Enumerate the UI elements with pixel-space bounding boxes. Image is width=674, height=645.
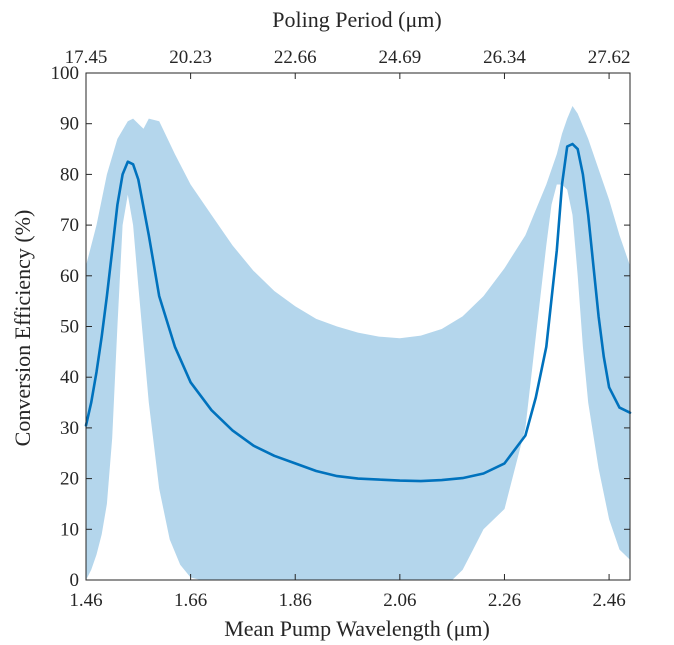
efficiency-range-band: [86, 106, 630, 580]
top-x-tick-label: 24.69: [378, 47, 421, 68]
x-tick-label: 2.26: [488, 590, 521, 611]
x-tick-label: 2.06: [383, 590, 416, 611]
mean-efficiency-line: [84, 142, 632, 483]
axis-tick-labels: 1.46 1.66 1.86 2.06 2.26 2.46 17.45 20.23 22.66 2…: [51, 47, 631, 611]
plot-area: [84, 106, 632, 580]
y-axis-label: Conversion Efficiency (%): [10, 210, 35, 447]
y-tick-label: 40: [60, 367, 79, 388]
y-tick-label: 20: [60, 469, 79, 490]
y-tick-label: 60: [60, 266, 79, 287]
y-tick-label: 0: [70, 570, 80, 591]
x-tick-label: 1.86: [279, 590, 312, 611]
y-tick-label: 70: [60, 215, 79, 236]
top-x-tick-label: 26.34: [483, 47, 526, 68]
y-tick-label: 30: [60, 418, 79, 439]
top-x-axis-label: Poling Period (μm): [272, 7, 441, 32]
top-x-tick-label: 27.62: [588, 47, 631, 68]
x-axis-label: Mean Pump Wavelength (μm): [224, 616, 490, 641]
y-tick-label: 80: [60, 164, 79, 185]
y-tick-label: 10: [60, 519, 79, 540]
top-x-tick-label: 20.23: [169, 47, 212, 68]
x-tick-label: 1.46: [69, 590, 102, 611]
top-x-tick-label: 22.66: [274, 47, 317, 68]
y-tick-label: 50: [60, 317, 79, 338]
top-x-tick-label: 17.45: [65, 47, 108, 68]
x-tick-label: 1.66: [174, 590, 207, 611]
y-tick-label: 100: [51, 63, 80, 84]
axis-ticks: [85, 72, 630, 581]
y-tick-label: 90: [60, 114, 79, 135]
x-tick-label: 2.46: [592, 590, 625, 611]
